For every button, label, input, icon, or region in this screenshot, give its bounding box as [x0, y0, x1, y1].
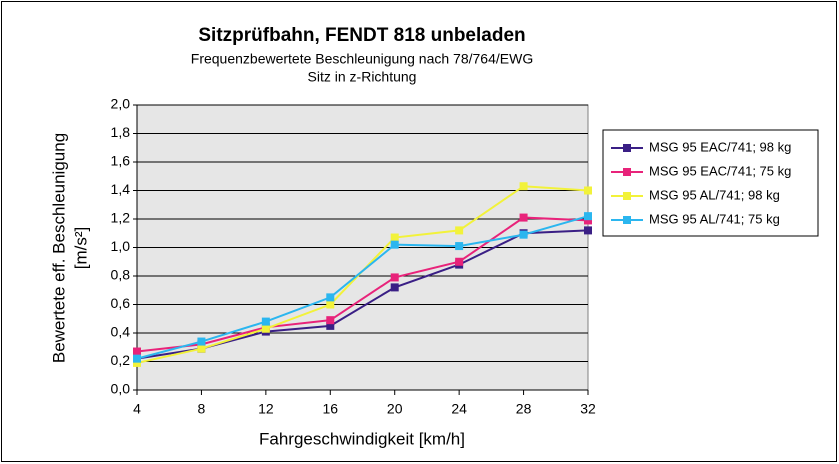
legend-label: MSG 95 AL/741; 75 kg: [649, 211, 780, 226]
y-tick-label: 1,4: [111, 181, 131, 197]
series-line: [136, 216, 589, 353]
chart-subtitle: Frequenzbewertete Beschleunigung nach 78…: [191, 51, 533, 67]
data-point: [133, 354, 141, 363]
x-tick-label: 32: [580, 401, 596, 417]
data-point: [584, 186, 592, 195]
y-tick-label: 0,0: [111, 381, 131, 397]
x-tick-label: 24: [451, 401, 467, 417]
data-point: [519, 213, 528, 222]
y-tick-label: 0,4: [111, 324, 131, 340]
y-tick-label: 0,8: [111, 267, 131, 283]
data-point: [519, 182, 528, 191]
legend-swatch: [623, 192, 631, 200]
x-tick-label: 28: [516, 401, 532, 417]
series-line: [136, 215, 589, 360]
legend-swatch: [623, 144, 631, 152]
x-tick-label: 4: [133, 401, 141, 417]
x-tick-label: 8: [198, 401, 206, 417]
y-tick-label: 0,6: [111, 295, 131, 311]
data-point: [197, 337, 206, 346]
data-point: [584, 226, 592, 235]
data-point: [455, 226, 464, 235]
data-point: [455, 257, 464, 266]
data-point: [390, 240, 399, 249]
data-point: [519, 230, 528, 239]
y-axis-label: Bewertete eff. Beschleunigung: [49, 133, 68, 363]
x-tick-label: 20: [387, 401, 403, 417]
y-tick-label: 0,2: [111, 352, 131, 368]
legend-label: MSG 95 EAC/741; 98 kg: [649, 139, 791, 154]
chart-subtitle: Sitz in z-Richtung: [308, 69, 417, 85]
legend-label: MSG 95 EAC/741; 75 kg: [649, 163, 791, 178]
data-point: [584, 212, 592, 221]
data-point: [133, 347, 141, 356]
y-axis-label: [m/s²]: [71, 227, 90, 270]
data-point: [197, 344, 206, 353]
legend-swatch: [623, 216, 631, 224]
y-tick-label: 1,8: [111, 124, 131, 140]
y-tick-label: 2,0: [111, 96, 131, 112]
y-tick-label: 1,2: [111, 210, 131, 226]
data-point: [455, 242, 464, 251]
x-tick-label: 16: [322, 401, 338, 417]
legend-label: MSG 95 AL/741; 98 kg: [649, 187, 780, 202]
data-point: [584, 216, 592, 225]
x-axis-label: Fahrgeschwindigkeit [km/h]: [259, 429, 465, 448]
data-point: [326, 300, 335, 309]
data-point: [261, 324, 270, 333]
data-point: [261, 317, 270, 326]
data-point: [133, 358, 141, 367]
data-point: [390, 233, 399, 242]
data-point: [390, 283, 399, 292]
data-point: [326, 293, 335, 302]
data-point: [390, 273, 399, 282]
x-tick-label: 12: [258, 401, 274, 417]
chart-title: Sitzprüfbahn, FENDT 818 unbeladen: [198, 25, 525, 46]
data-point: [326, 321, 335, 330]
data-point: [326, 316, 335, 325]
y-tick-label: 1,6: [111, 153, 131, 169]
y-tick-label: 1,0: [111, 238, 131, 254]
legend-swatch: [623, 168, 631, 176]
